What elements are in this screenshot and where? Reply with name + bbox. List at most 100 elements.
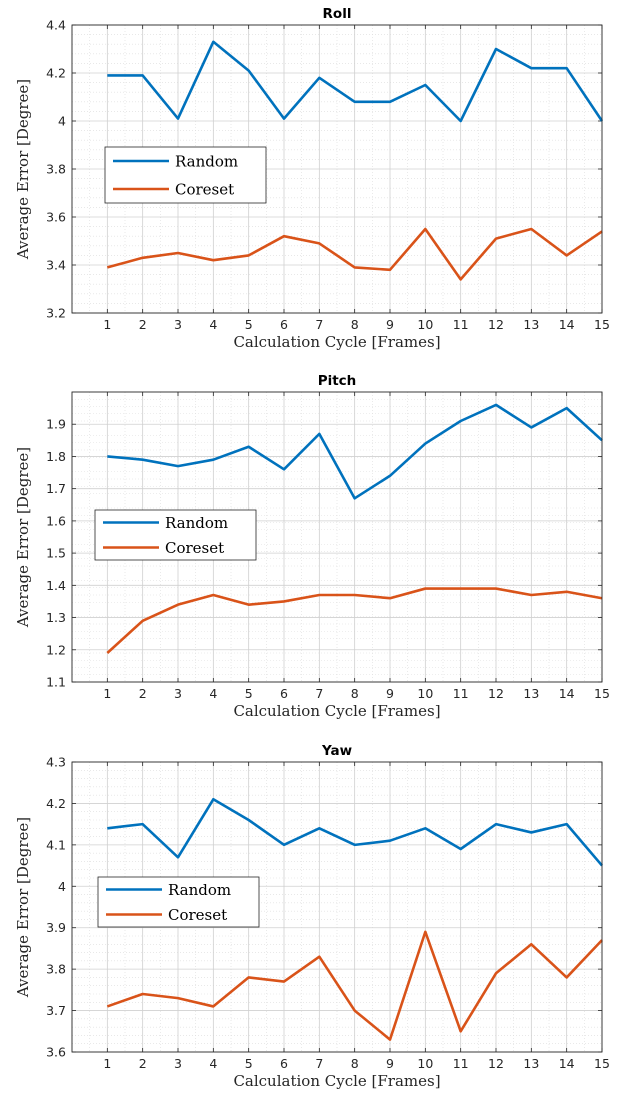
- y-axis-label: Average Error [Degree]: [14, 817, 32, 998]
- x-tick-label: 11: [453, 686, 469, 701]
- legend-label-random: Random: [168, 881, 231, 899]
- x-tick-label: 5: [245, 686, 253, 701]
- chart-title: Pitch: [318, 373, 357, 389]
- x-tick-label: 7: [315, 317, 323, 332]
- chart-pitch: 1 2 3 4 5 6 7 8 9 10 11 12 13 14 151.11.21.31.41.51.61…: [14, 373, 610, 720]
- x-tick-label: 13: [523, 1056, 539, 1071]
- series-line-coreset: [106, 930, 603, 1041]
- x-tick-label: 7: [315, 686, 323, 701]
- x-tick-label: 15: [594, 686, 610, 701]
- x-axis-label: Calculation Cycle [Frames]: [233, 1072, 440, 1090]
- x-tick-label: 12: [488, 686, 504, 701]
- y-tick-label: 1.9: [46, 417, 66, 432]
- legend-label-random: Random: [175, 153, 238, 171]
- axes-box: [71, 391, 603, 683]
- x-tick-label: 9: [386, 1056, 394, 1071]
- y-axis-label: Average Error [Degree]: [14, 79, 32, 260]
- x-tick-label: 13: [523, 686, 539, 701]
- y-tick-label: 1.5: [46, 546, 66, 561]
- x-tick-label: 8: [351, 1056, 359, 1071]
- y-tick-label: 4: [58, 879, 66, 894]
- x-tick-label: 1: [103, 686, 111, 701]
- x-tick-label: 3: [174, 686, 182, 701]
- y-tick-label: 4: [58, 114, 66, 129]
- chart-yaw: 1 2 3 4 5 6 7 8 9 10 11 12 13 14 153.63.73.83.944.14.2…: [14, 743, 610, 1090]
- series-line-random: [107, 797, 603, 867]
- y-tick-label: 1.8: [46, 449, 66, 464]
- x-tick-label: 13: [523, 317, 539, 332]
- x-tick-label: 10: [417, 1056, 433, 1071]
- x-tick-label: 10: [417, 317, 433, 332]
- chart-title: Roll: [323, 6, 352, 22]
- series-line-coreset: [106, 227, 603, 281]
- y-tick-label: 3.2: [46, 306, 66, 321]
- x-tick-label: 2: [139, 317, 147, 332]
- x-tick-label: 10: [417, 686, 433, 701]
- y-tick-label: 3.4: [46, 258, 66, 273]
- axes-box: [71, 761, 603, 1053]
- y-tick-label: 3.7: [46, 1003, 66, 1018]
- y-tick-label: 3.6: [46, 210, 66, 225]
- chart-roll: 1 2 3 4 5 6 7 8 9 10 11 12 13 14 153.23.43.63.844.24.4…: [14, 6, 610, 351]
- legend-label-random: Random: [165, 514, 228, 532]
- x-tick-label: 11: [453, 317, 469, 332]
- x-tick-label: 5: [245, 317, 253, 332]
- x-axis-label: Calculation Cycle [Frames]: [233, 333, 440, 351]
- y-tick-label: 4.2: [46, 796, 66, 811]
- x-tick-label: 14: [559, 317, 575, 332]
- series-line-coreset: [106, 587, 603, 654]
- x-tick-label: 8: [351, 317, 359, 332]
- legend-label-coreset: Coreset: [175, 181, 234, 199]
- series-line-random: [107, 403, 603, 500]
- legend-label-coreset: Coreset: [165, 539, 224, 557]
- axes-box: [71, 24, 603, 314]
- legend-label-coreset: Coreset: [168, 906, 227, 924]
- y-tick-label: 3.9: [46, 920, 66, 935]
- x-tick-label: 3: [174, 1056, 182, 1071]
- x-tick-label: 4: [209, 686, 217, 701]
- x-tick-label: 12: [488, 317, 504, 332]
- x-tick-label: 14: [559, 686, 575, 701]
- y-tick-label: 1.2: [46, 642, 66, 657]
- y-axis-label: Average Error [Degree]: [14, 447, 32, 628]
- legend-box: [94, 509, 257, 561]
- y-tick-label: 4.2: [46, 66, 66, 81]
- y-tick-label: 1.6: [46, 513, 66, 528]
- legend-box: [104, 146, 267, 204]
- x-tick-label: 11: [453, 1056, 469, 1071]
- x-tick-label: 1: [103, 317, 111, 332]
- y-tick-label: 4.1: [46, 837, 66, 852]
- legend: Random Coreset: [97, 876, 260, 928]
- x-tick-label: 5: [245, 1056, 253, 1071]
- y-tick-label: 1.7: [46, 481, 66, 496]
- x-tick-label: 4: [209, 1056, 217, 1071]
- x-tick-label: 12: [488, 1056, 504, 1071]
- chart-title: Yaw: [321, 743, 352, 759]
- y-tick-label: 3.6: [46, 1045, 66, 1060]
- x-tick-label: 6: [280, 1056, 288, 1071]
- y-tick-label: 4.3: [46, 755, 66, 770]
- y-tick-label: 1.1: [46, 675, 66, 690]
- x-tick-label: 14: [559, 1056, 575, 1071]
- x-tick-label: 9: [386, 686, 394, 701]
- y-tick-label: 3.8: [46, 962, 66, 977]
- y-tick-label: 1.4: [46, 578, 66, 593]
- x-tick-label: 2: [139, 1056, 147, 1071]
- x-tick-label: 6: [280, 317, 288, 332]
- x-tick-label: 3: [174, 317, 182, 332]
- y-tick-label: 3.8: [46, 162, 66, 177]
- y-tick-label: 1.3: [46, 610, 66, 625]
- x-tick-label: 6: [280, 686, 288, 701]
- legend: Random Coreset: [94, 509, 257, 561]
- x-tick-label: 2: [139, 686, 147, 701]
- x-tick-label: 7: [315, 1056, 323, 1071]
- x-axis-label: Calculation Cycle [Frames]: [233, 702, 440, 720]
- x-tick-label: 15: [594, 1056, 610, 1071]
- legend-box: [97, 876, 260, 928]
- x-tick-label: 4: [209, 317, 217, 332]
- x-tick-label: 1: [103, 1056, 111, 1071]
- x-tick-label: 15: [594, 317, 610, 332]
- series-line-random: [107, 40, 604, 123]
